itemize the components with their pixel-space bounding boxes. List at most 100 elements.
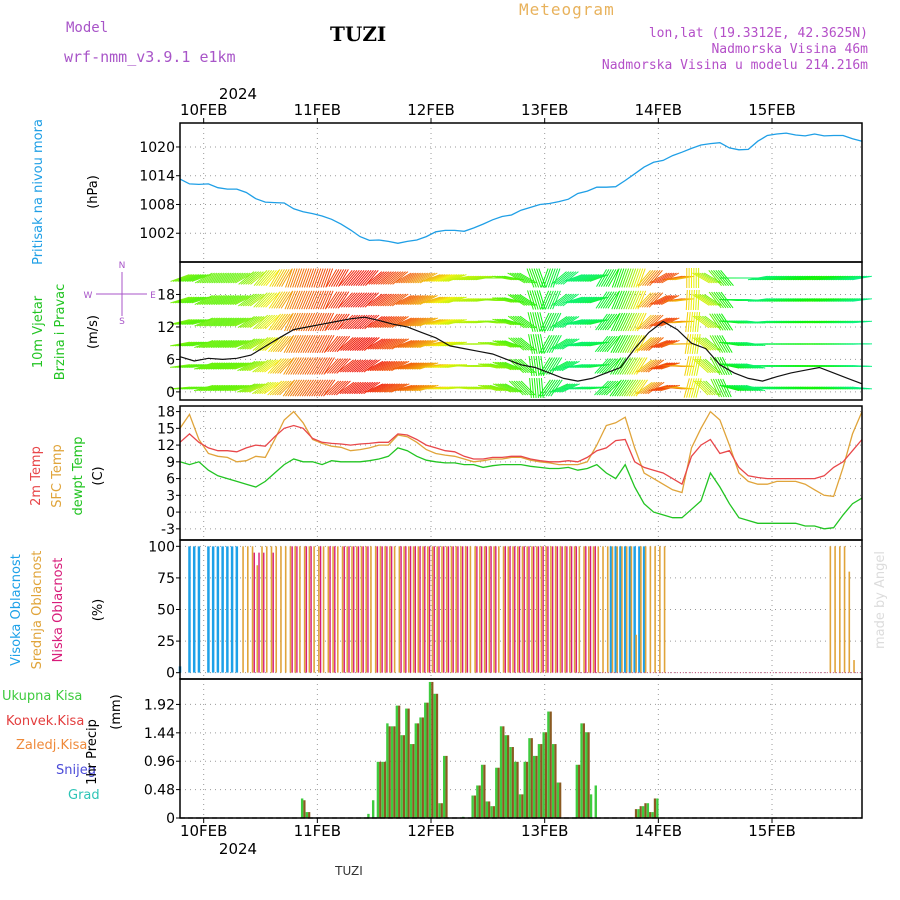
day-label-bottom: 14FEB bbox=[635, 822, 682, 840]
wind-arrow bbox=[633, 379, 646, 397]
wind-arrow bbox=[598, 380, 614, 396]
wind-arrow bbox=[594, 380, 609, 396]
wind-arrow bbox=[361, 337, 378, 351]
temp-tick-label: 9 bbox=[166, 455, 175, 471]
precip-conv-bar bbox=[530, 738, 533, 818]
wind-arrow bbox=[709, 313, 722, 331]
wind-arrow bbox=[435, 319, 456, 325]
wind-arrow bbox=[416, 339, 436, 349]
wind-arrow bbox=[515, 358, 532, 374]
wind-arrow bbox=[492, 297, 512, 303]
wind-arrow bbox=[684, 334, 689, 354]
wind-arrow bbox=[719, 384, 740, 392]
wind-arrow bbox=[244, 338, 263, 350]
wind-arrow bbox=[196, 339, 216, 349]
cloud-tick-label: 25 bbox=[157, 634, 175, 650]
wind-arrow bbox=[355, 292, 370, 308]
wind-arrow bbox=[225, 317, 244, 327]
wind-arrow bbox=[544, 335, 555, 353]
wind-arrow bbox=[387, 293, 404, 307]
wind-arrow bbox=[208, 362, 228, 370]
wind-arrow bbox=[393, 339, 413, 349]
wind-arrow bbox=[651, 362, 671, 370]
wind-arrow bbox=[421, 274, 441, 282]
wind-arrow bbox=[263, 381, 281, 395]
precip-total-bar bbox=[395, 705, 399, 818]
wind-arrow bbox=[619, 379, 632, 397]
wind-arrow bbox=[329, 358, 344, 374]
wind-arrow bbox=[494, 340, 515, 348]
wind-arrow bbox=[589, 341, 610, 347]
wind-arrow bbox=[264, 314, 280, 330]
wind-arrow bbox=[222, 384, 242, 392]
wind-arrow bbox=[690, 378, 697, 398]
wind-arrow bbox=[340, 292, 356, 308]
wind-arrow bbox=[286, 335, 297, 353]
wind-arrow bbox=[444, 296, 465, 304]
precip-conv-bar bbox=[587, 732, 590, 818]
pressure-tick-label: 1002 bbox=[139, 226, 175, 242]
wind-arrow bbox=[606, 358, 621, 374]
temp-frame bbox=[179, 405, 863, 541]
wind-arrow bbox=[213, 295, 232, 305]
wind-arrow bbox=[362, 270, 377, 286]
precip-total-bar bbox=[433, 693, 436, 818]
wind-arrow bbox=[542, 312, 552, 332]
wind-arrow bbox=[414, 362, 434, 370]
wind-arrow bbox=[545, 268, 554, 288]
precip-conv-bar bbox=[582, 723, 585, 818]
wind-arrow bbox=[504, 340, 524, 348]
temp-tick-label: 0 bbox=[166, 505, 175, 521]
precip-total-bar bbox=[594, 785, 597, 818]
wind-arrow bbox=[541, 335, 553, 353]
wind-arrow bbox=[365, 315, 383, 329]
wind-arrow bbox=[218, 317, 237, 327]
precip-total-bar bbox=[386, 723, 389, 818]
wind-arrow bbox=[301, 268, 310, 288]
wind-arrow bbox=[645, 337, 662, 351]
wind-arrow bbox=[219, 384, 240, 392]
wind-arrow bbox=[198, 384, 219, 392]
footer-station: TUZI bbox=[334, 864, 363, 878]
day-label-bottom: 12FEB bbox=[407, 822, 454, 840]
station-title: TUZI bbox=[330, 22, 387, 46]
wind-arrow bbox=[201, 272, 220, 284]
wind-arrow bbox=[509, 294, 528, 306]
wind-arrow bbox=[227, 362, 247, 370]
wind-arrow bbox=[274, 269, 285, 287]
wind-arrow bbox=[638, 337, 655, 351]
wind-arrow bbox=[550, 357, 563, 375]
wind-arrow bbox=[222, 295, 242, 305]
wind-arrow bbox=[386, 315, 405, 329]
wind-arrow bbox=[294, 268, 303, 288]
wind-arrow bbox=[658, 295, 677, 305]
wind-arrow bbox=[344, 337, 361, 351]
wind-arrow bbox=[689, 312, 694, 332]
wind-arrow bbox=[535, 356, 540, 376]
wind-arrow bbox=[426, 274, 446, 282]
wind-arrow bbox=[270, 313, 284, 331]
wind-arrow bbox=[384, 338, 402, 350]
wind-arrow bbox=[322, 290, 332, 310]
wind-arrow bbox=[292, 268, 300, 288]
day-label-bottom: 11FEB bbox=[294, 822, 341, 840]
precip-conv-bar bbox=[412, 744, 415, 818]
wind-arrow bbox=[694, 272, 713, 284]
wind-arrow bbox=[210, 362, 230, 370]
wind-arrow bbox=[692, 337, 710, 351]
wind-arrow bbox=[556, 383, 576, 393]
wind-arrow bbox=[648, 337, 664, 351]
wind-arrow bbox=[291, 290, 301, 310]
wind-arrow bbox=[306, 268, 315, 288]
wind-arrow bbox=[239, 383, 258, 393]
wind-arrow bbox=[421, 319, 441, 325]
station-elevation: Nadmorska Visina 46m bbox=[711, 42, 868, 57]
wind-arrow bbox=[229, 384, 249, 392]
wind-arrow bbox=[560, 293, 577, 307]
wind-arrow bbox=[627, 290, 637, 310]
wind-arrow bbox=[368, 293, 385, 307]
wind-arrow bbox=[407, 384, 427, 392]
wind-arrow bbox=[655, 384, 676, 392]
wind-arrow bbox=[699, 272, 717, 284]
wind-arrow bbox=[315, 290, 325, 310]
